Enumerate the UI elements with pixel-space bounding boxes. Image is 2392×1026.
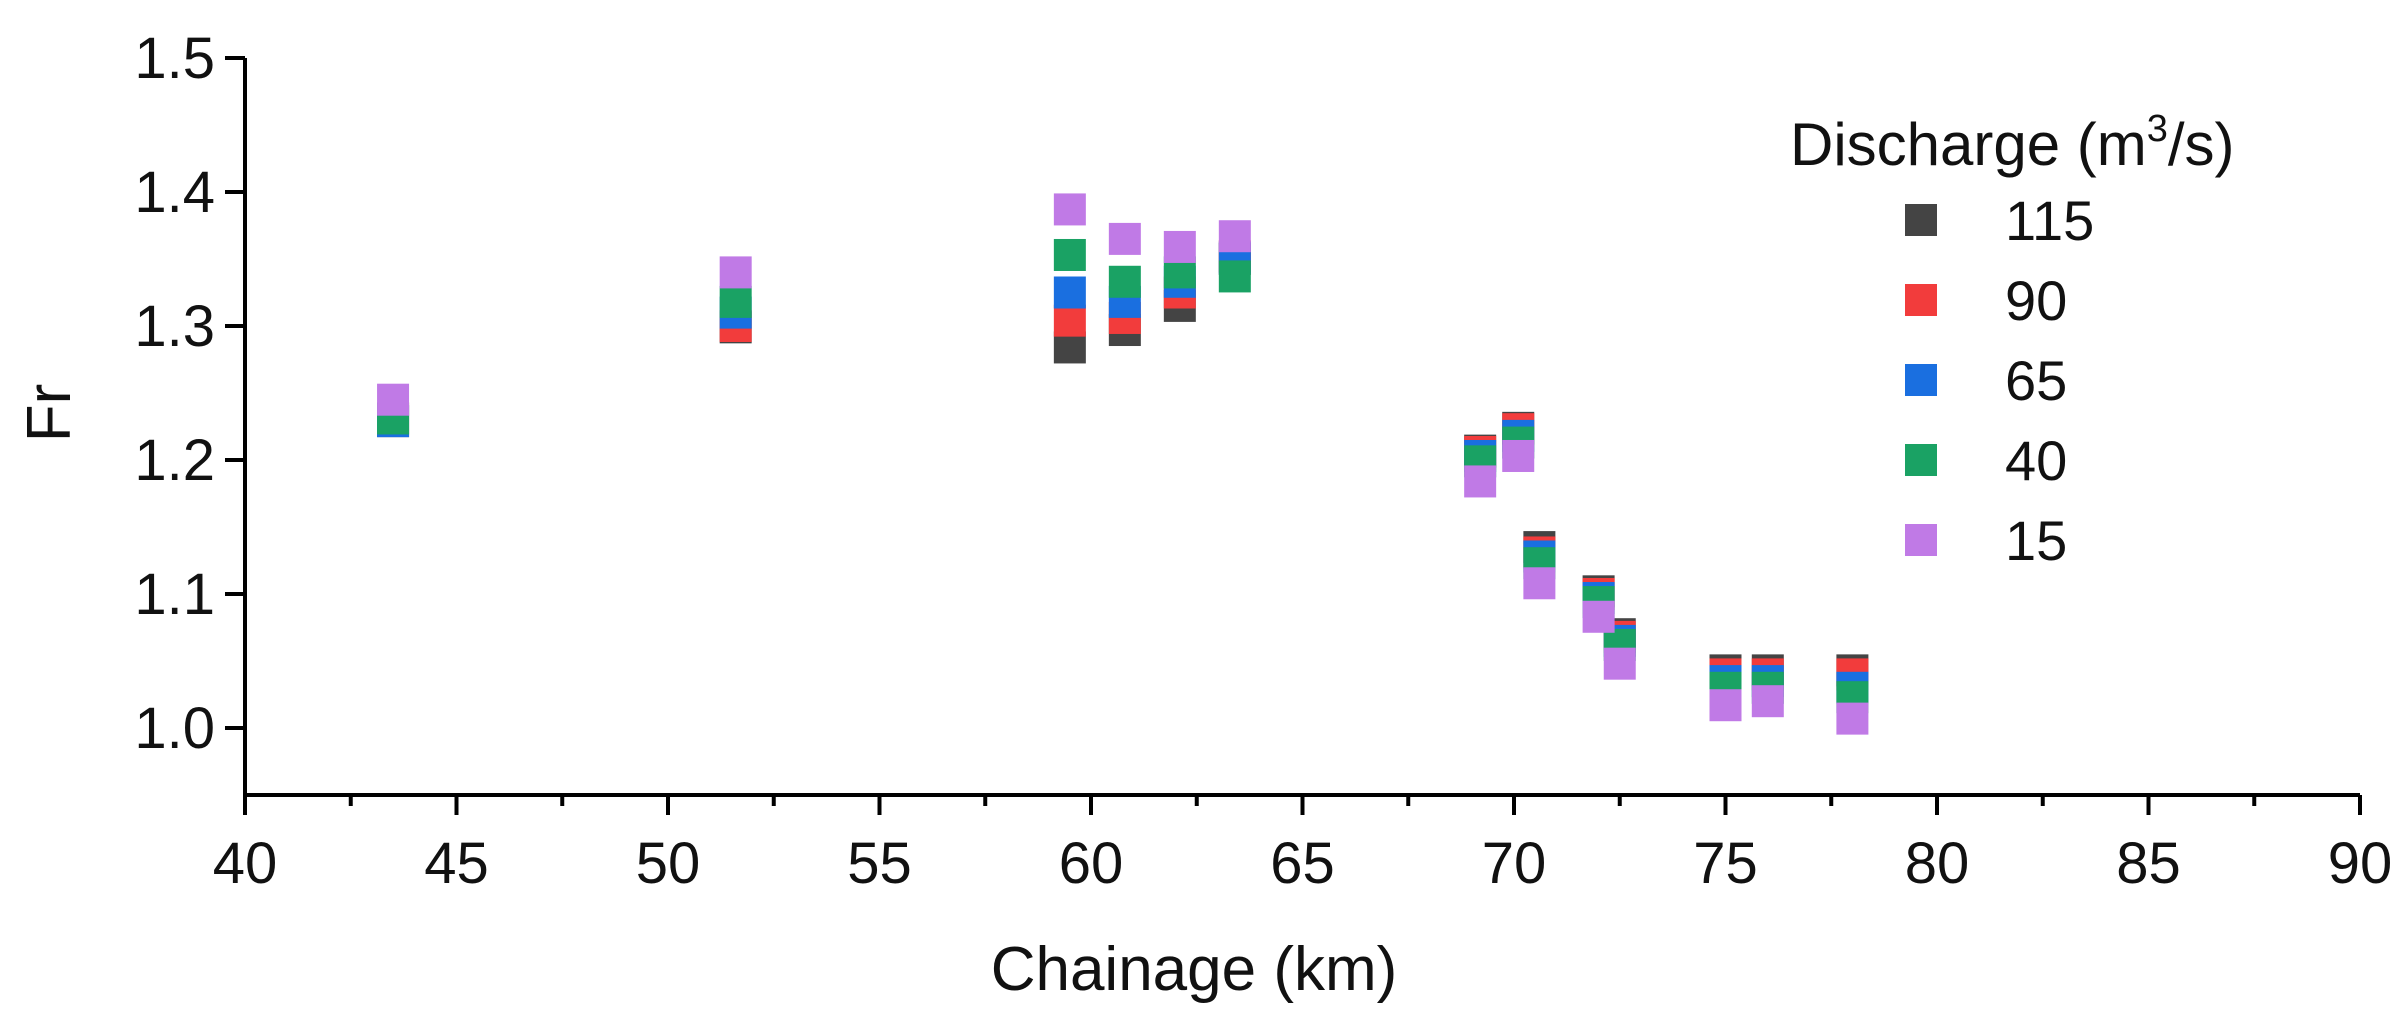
legend-title: Discharge (m3/s): [1790, 108, 2235, 178]
legend-marker: [1905, 364, 1937, 396]
legend-marker: [1905, 204, 1937, 236]
data-point: [1502, 439, 1535, 472]
data-point: [1603, 647, 1636, 680]
legend-label: 40: [2005, 429, 2067, 492]
data-point: [1582, 600, 1615, 633]
data-point: [1108, 265, 1141, 298]
series-15: [377, 193, 1869, 735]
data-point: [1709, 689, 1742, 722]
y-axis-ticks: 1.0 1.1 1.2 1.3 1.4 1.5: [134, 26, 245, 761]
x-tick-label: 40: [213, 831, 278, 896]
legend: Discharge (m3/s) 115 90 65 40 15: [1790, 108, 2235, 572]
data-point: [1053, 331, 1086, 364]
y-tick-label: 1.0: [134, 696, 215, 761]
y-tick-label: 1.3: [134, 294, 215, 359]
x-tick-label: 55: [847, 831, 912, 896]
legend-label: 15: [2005, 509, 2067, 572]
y-tick-label: 1.1: [134, 562, 215, 627]
legend-marker: [1905, 524, 1937, 556]
y-tick-label: 1.5: [134, 26, 215, 91]
data-point: [1053, 276, 1086, 309]
legend-label: 90: [2005, 269, 2067, 332]
x-axis-ticks: 40 45 50 55 60 65 70 75 80 85 90: [213, 795, 2392, 896]
data-point: [1053, 238, 1086, 271]
x-tick-label: 65: [1270, 831, 1335, 896]
x-tick-label: 80: [1905, 831, 1970, 896]
data-point: [1836, 702, 1869, 735]
y-tick-label: 1.2: [134, 428, 215, 493]
plot-frame: [243, 58, 2360, 797]
data-point: [719, 256, 752, 289]
data-markers: [377, 193, 1869, 735]
data-point: [1218, 260, 1251, 293]
x-axis-title: Chainage (km): [991, 935, 1398, 1004]
data-point: [1523, 567, 1556, 600]
data-point: [1218, 220, 1251, 253]
legend-marker: [1905, 444, 1937, 476]
data-point: [1053, 304, 1086, 337]
legend-items: 115 90 65 40 15: [1905, 189, 2094, 572]
x-tick-label: 85: [2116, 831, 2181, 896]
x-tick-label: 50: [636, 831, 701, 896]
data-point: [377, 383, 410, 416]
series-65: [377, 241, 1869, 704]
legend-title-end: /s): [2168, 111, 2235, 178]
data-point: [1053, 193, 1086, 226]
y-tick-label: 1.4: [134, 160, 215, 225]
x-tick-label: 75: [1693, 831, 1758, 896]
data-point: [1163, 230, 1196, 263]
legend-label: 65: [2005, 349, 2067, 412]
x-tick-label: 45: [424, 831, 489, 896]
data-point: [1751, 685, 1784, 718]
data-point: [1464, 465, 1497, 498]
data-point: [1108, 222, 1141, 255]
x-tick-label: 70: [1482, 831, 1547, 896]
data-point: [719, 285, 752, 318]
legend-label: 115: [2005, 189, 2094, 252]
legend-marker: [1905, 284, 1937, 316]
legend-title-superscript: 3: [2147, 108, 2168, 150]
x-tick-label: 60: [1059, 831, 1124, 896]
legend-title-text: Discharge (m: [1790, 111, 2147, 178]
x-tick-label: 90: [2328, 831, 2392, 896]
y-axis-title: Fr: [15, 384, 84, 443]
